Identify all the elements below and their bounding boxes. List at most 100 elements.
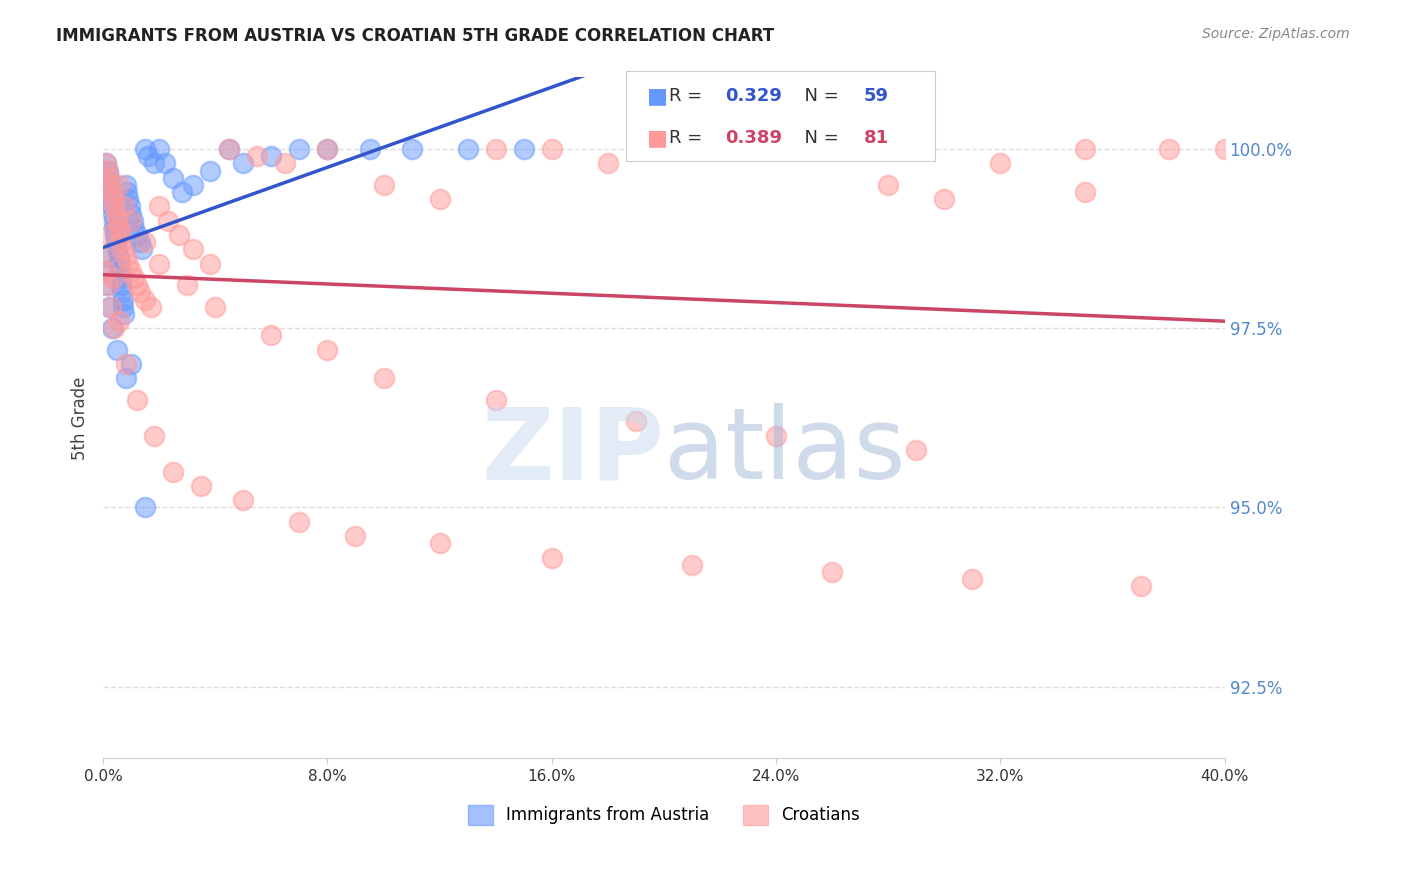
Point [709,142,731,156]
Point [103,221,125,235]
Point [148,199,170,213]
Point [139,300,162,314]
Point [96,278,118,293]
Text: atlas: atlas [664,403,905,500]
Point [934,192,956,206]
Point [103,321,125,335]
Text: R =: R = [669,129,709,147]
Point [100,185,122,199]
Point [134,235,156,250]
Point [107,178,129,192]
Point [107,250,129,264]
Point [540,550,562,565]
Point [260,149,283,163]
Point [232,493,254,508]
Point [112,199,135,213]
Point [128,285,150,300]
Point [96,264,118,278]
Point [765,429,787,443]
Point [112,300,135,314]
Point [1073,185,1095,199]
Point [596,156,619,170]
Point [125,392,148,407]
Point [101,206,124,220]
Point [107,314,129,328]
Point [990,156,1012,170]
Point [1213,142,1236,156]
Point [134,142,156,156]
Point [97,278,120,293]
Text: IMMIGRANTS FROM AUSTRIA VS CROATIAN 5TH GRADE CORRELATION CHART: IMMIGRANTS FROM AUSTRIA VS CROATIAN 5TH … [56,27,775,45]
Point [108,228,131,243]
Point [1129,579,1152,593]
Point [128,235,150,250]
Point [170,185,193,199]
Point [114,371,136,385]
Point [793,142,815,156]
Point [142,429,165,443]
Point [117,257,139,271]
Point [94,156,117,170]
Point [162,170,184,185]
Point [101,192,124,206]
Point [401,142,423,156]
Point [100,321,122,335]
Point [260,328,283,343]
Point [94,250,117,264]
Point [118,199,141,213]
Point [190,479,212,493]
Point [97,163,120,178]
Point [100,300,122,314]
Text: N =: N = [793,87,844,105]
Point [162,465,184,479]
Point [110,235,132,250]
Point [120,206,142,220]
Point [181,243,204,257]
Point [110,278,132,293]
Point [114,178,136,192]
Point [97,228,120,243]
Text: 81: 81 [863,129,889,147]
Point [105,343,128,357]
Point [111,293,134,307]
Point [108,257,131,271]
Point [131,243,153,257]
Point [176,278,198,293]
Point [1073,142,1095,156]
Point [142,156,165,170]
Point [94,250,117,264]
Point [429,192,451,206]
Point [114,250,136,264]
Text: N =: N = [793,129,844,147]
Text: 0.389: 0.389 [724,129,782,147]
Point [485,392,508,407]
Point [97,300,120,314]
Point [111,285,134,300]
Point [624,414,647,428]
Point [198,257,221,271]
Point [373,371,395,385]
Point [108,264,131,278]
Text: ■: ■ [647,128,668,148]
Point [274,156,297,170]
Point [107,221,129,235]
Point [288,515,311,529]
Point [429,536,451,550]
Point [316,142,339,156]
Y-axis label: 5th Grade: 5th Grade [72,376,89,459]
Point [204,300,226,314]
Text: 0.329: 0.329 [724,87,782,105]
Point [485,142,508,156]
Point [114,357,136,371]
Point [246,149,269,163]
Point [105,214,128,228]
Point [821,565,844,579]
Text: Source: ZipAtlas.com: Source: ZipAtlas.com [1202,27,1350,41]
Point [117,192,139,206]
Point [100,192,122,206]
Point [134,293,156,307]
Point [98,170,121,185]
Point [112,307,135,321]
Point [359,142,381,156]
Point [1157,142,1180,156]
